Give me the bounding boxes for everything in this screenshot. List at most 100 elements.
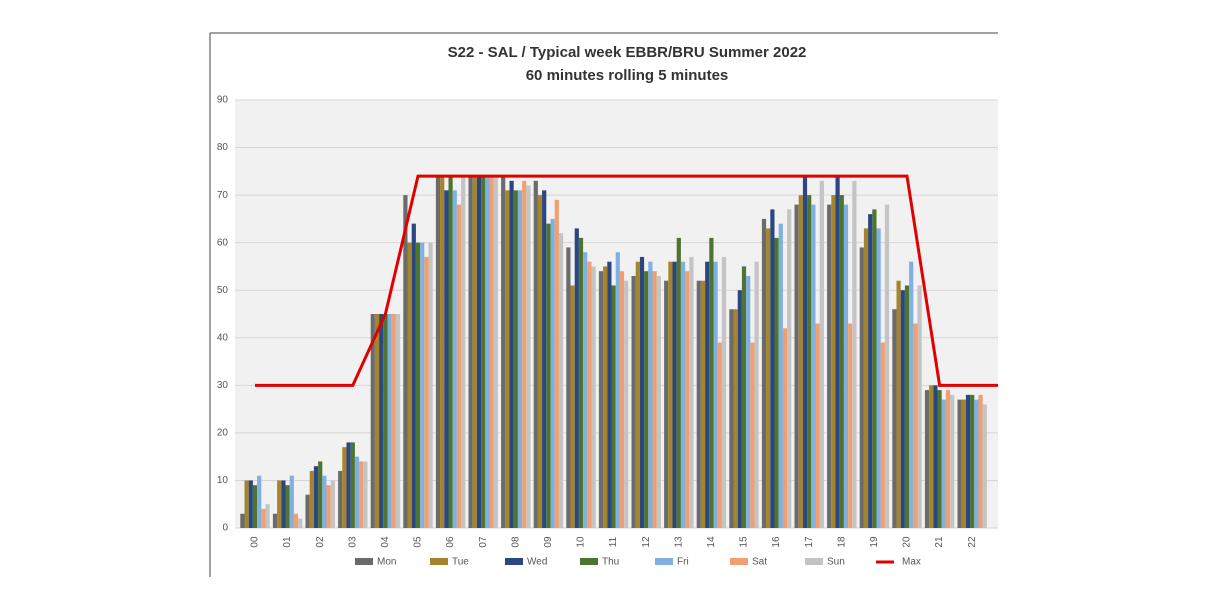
bar — [770, 209, 775, 528]
bar — [252, 485, 258, 528]
bar — [359, 461, 364, 528]
bar — [761, 218, 767, 528]
bar — [424, 256, 429, 528]
x-tick-label: 14 — [706, 536, 717, 548]
bar — [904, 285, 910, 528]
bar — [794, 204, 799, 528]
x-tick-label: 01 — [282, 536, 293, 548]
x-tick-label: 08 — [510, 536, 521, 548]
bar — [937, 390, 942, 528]
legend-swatch — [430, 558, 448, 565]
bar — [387, 314, 392, 528]
bar — [664, 280, 669, 528]
bar — [729, 309, 734, 528]
legend-swatch — [505, 558, 523, 565]
bar — [574, 228, 579, 528]
bar — [848, 323, 853, 528]
bar — [370, 314, 375, 528]
bar — [709, 237, 714, 528]
y-tick-label: 60 — [217, 237, 229, 248]
bar — [868, 214, 873, 528]
bar — [379, 314, 384, 528]
x-tick-label: 21 — [934, 536, 945, 548]
y-tick-label: 0 — [222, 523, 228, 534]
bar — [522, 180, 527, 528]
x-tick-label: 11 — [608, 536, 619, 547]
bar — [448, 176, 453, 529]
x-tick-label: 19 — [869, 536, 880, 548]
bar — [598, 271, 604, 528]
bar — [587, 261, 592, 528]
bar — [444, 190, 449, 528]
bar — [843, 204, 849, 528]
bar — [831, 195, 836, 528]
bar — [859, 247, 864, 528]
bar — [880, 342, 885, 528]
legend-label: Max — [902, 557, 921, 568]
bar — [717, 342, 722, 528]
bar — [635, 261, 640, 528]
bar — [619, 271, 625, 528]
bar — [787, 209, 792, 528]
bar — [696, 280, 701, 528]
bar — [481, 176, 486, 529]
bar — [411, 223, 416, 528]
bar — [476, 176, 482, 529]
x-tick-label: 09 — [543, 536, 554, 548]
bar — [741, 266, 747, 528]
y-tick-label: 70 — [217, 190, 229, 201]
bar — [733, 309, 738, 528]
bar — [929, 385, 934, 528]
x-tick-label: 04 — [380, 536, 391, 548]
bar — [428, 242, 433, 528]
legend-label: Wed — [527, 557, 547, 568]
bar — [542, 190, 547, 528]
bar — [700, 280, 706, 528]
bar — [533, 180, 538, 528]
x-tick-label: 03 — [347, 536, 358, 548]
bar — [827, 204, 832, 528]
bar — [713, 261, 718, 528]
bar — [945, 390, 951, 528]
bar — [802, 176, 808, 529]
bar — [892, 309, 897, 528]
bar — [526, 185, 531, 528]
bar — [493, 176, 498, 529]
bar — [489, 176, 494, 529]
x-tick-label: 20 — [902, 536, 913, 548]
y-tick-label: 50 — [217, 285, 229, 296]
bar — [583, 252, 588, 528]
bar — [913, 323, 918, 528]
bar — [374, 314, 380, 528]
chart-subtitle: 60 minutes rolling 5 minutes — [526, 67, 729, 84]
bar — [835, 176, 840, 529]
bar — [631, 275, 636, 528]
bar — [546, 223, 551, 528]
bar — [501, 176, 506, 529]
y-tick-label: 30 — [217, 380, 229, 391]
legend-label: Tue — [452, 557, 469, 568]
bar — [395, 314, 401, 528]
bar — [277, 480, 282, 528]
bar — [407, 242, 412, 528]
bar — [322, 475, 327, 528]
y-tick-label: 20 — [217, 428, 229, 439]
bar — [652, 271, 657, 528]
x-tick-label: 12 — [641, 536, 652, 548]
bar — [957, 399, 962, 528]
bar — [472, 176, 477, 529]
bar — [933, 385, 938, 528]
bar — [338, 470, 343, 528]
bar — [924, 390, 930, 528]
bar — [909, 261, 914, 528]
bar — [982, 404, 987, 528]
bar — [415, 242, 421, 528]
legend-swatch — [655, 558, 673, 565]
bar — [566, 247, 571, 528]
bar — [672, 261, 677, 528]
bar — [435, 176, 441, 529]
bar — [884, 204, 890, 528]
bar — [485, 176, 490, 529]
bar — [705, 261, 710, 528]
legend-label: Sun — [827, 557, 845, 568]
